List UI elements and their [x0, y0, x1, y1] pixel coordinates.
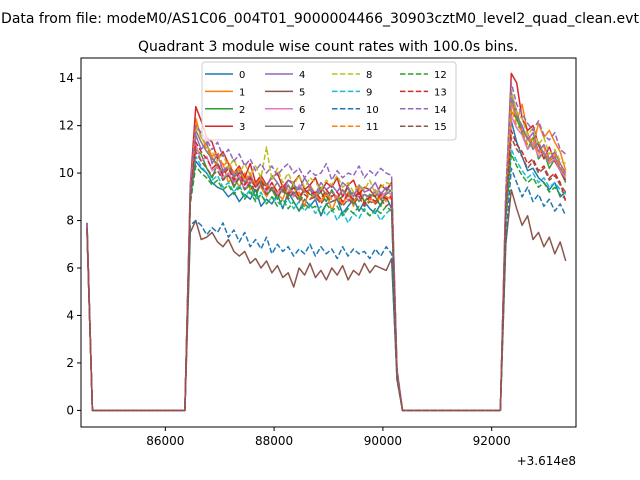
legend-label: 11	[366, 122, 379, 133]
y-tick-label: 14	[59, 71, 74, 85]
legend-label: 0	[239, 70, 245, 81]
legend-label: 13	[434, 87, 447, 98]
series-line-13	[86, 129, 567, 412]
y-axis: 0 2 4 6 8 10 12 14	[59, 71, 81, 417]
plot-frame	[80, 57, 577, 428]
legend-label: 1	[239, 87, 245, 98]
series-line-9	[86, 148, 567, 412]
legend-label: 6	[299, 105, 305, 116]
legend-label: 8	[366, 70, 372, 81]
y-tick-label: 12	[59, 119, 74, 133]
legend-label: 15	[434, 122, 447, 133]
y-tick-label: 6	[66, 261, 74, 275]
x-tick-label: 90000	[364, 434, 402, 448]
y-tick-label: 8	[66, 214, 74, 228]
legend-label: 2	[239, 105, 245, 116]
chart-title: Quadrant 3 module wise count rates with …	[138, 39, 518, 55]
legend-label: 12	[434, 70, 447, 81]
x-offset-label: +3.614e8	[517, 454, 576, 468]
legend-label: 4	[299, 70, 305, 81]
series-line-2	[86, 110, 567, 412]
y-tick-label: 0	[66, 403, 74, 417]
legend-label: 5	[299, 87, 305, 98]
legend-label: 9	[366, 87, 372, 98]
x-tick-label: 92000	[473, 434, 511, 448]
series-line-15	[86, 136, 567, 412]
legend-label: 7	[299, 122, 305, 133]
legend-label: 10	[366, 105, 379, 116]
series-line-10	[86, 167, 567, 412]
series-line-8	[86, 89, 566, 412]
y-tick-label: 4	[66, 308, 74, 322]
figure-title: Data from file: modeM0/AS1C06_004T01_900…	[1, 11, 639, 27]
y-tick-label: 10	[59, 166, 74, 180]
series-line-3	[86, 72, 567, 412]
legend-label: 3	[239, 122, 245, 133]
series-line-6	[86, 115, 567, 412]
series-line-14	[86, 82, 567, 412]
y-tick-label: 2	[66, 356, 74, 370]
x-tick-label: 86000	[146, 434, 184, 448]
series-line-5	[86, 188, 567, 412]
series-layer	[86, 72, 567, 412]
x-axis: 86000 88000 90000 92000	[146, 427, 511, 448]
series-line-11	[86, 108, 567, 412]
series-line-1	[86, 101, 567, 412]
series-line-12	[86, 153, 567, 412]
legend-box	[201, 61, 457, 141]
legend-label: 14	[434, 105, 447, 116]
x-tick-label: 88000	[255, 434, 293, 448]
